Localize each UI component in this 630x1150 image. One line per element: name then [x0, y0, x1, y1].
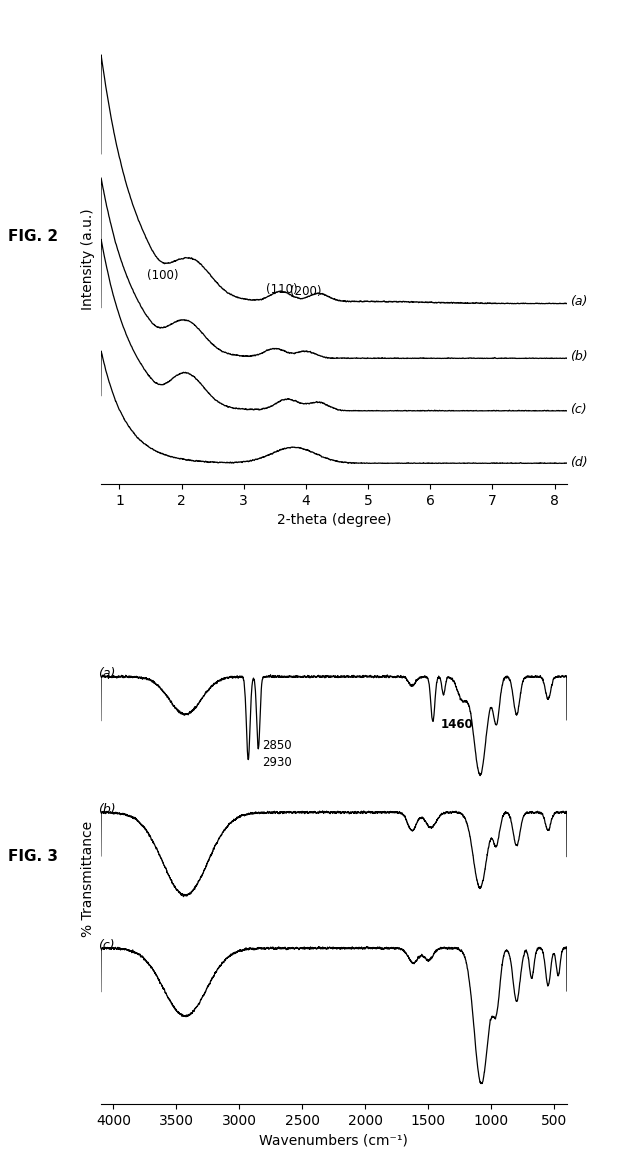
X-axis label: Wavenumbers (cm⁻¹): Wavenumbers (cm⁻¹)	[260, 1133, 408, 1148]
X-axis label: 2-theta (degree): 2-theta (degree)	[277, 513, 391, 527]
Text: 2930: 2930	[262, 756, 292, 768]
Text: (110): (110)	[265, 283, 297, 296]
Text: FIG. 2: FIG. 2	[8, 229, 58, 244]
Text: (c): (c)	[98, 938, 115, 951]
Y-axis label: Intensity (a.u.): Intensity (a.u.)	[81, 208, 95, 310]
Y-axis label: % Transmittance: % Transmittance	[81, 821, 95, 937]
Text: (d): (d)	[570, 455, 588, 468]
Text: (c): (c)	[570, 402, 587, 415]
Text: (b): (b)	[570, 351, 588, 363]
Text: 1460: 1460	[441, 718, 474, 731]
Text: (b): (b)	[98, 803, 116, 815]
Text: FIG. 3: FIG. 3	[8, 850, 57, 865]
Text: (100): (100)	[147, 269, 179, 282]
Text: (a): (a)	[98, 667, 116, 680]
Text: (200): (200)	[290, 285, 322, 298]
Text: (a): (a)	[570, 296, 588, 308]
Text: 2850: 2850	[262, 739, 292, 752]
